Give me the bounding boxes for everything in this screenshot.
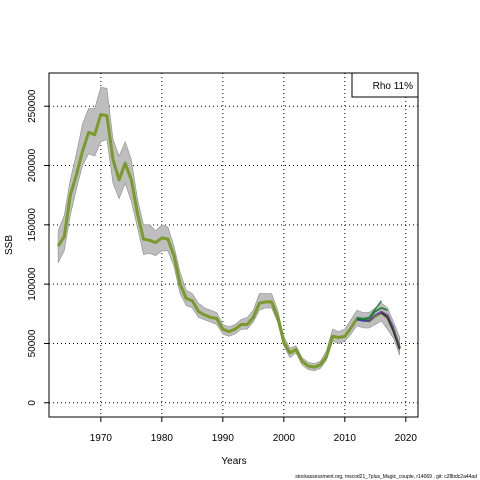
y-tick-label-100000: 100000	[27, 267, 38, 301]
retro-series-line-5	[380, 311, 401, 350]
confidence-band-area	[57, 86, 401, 372]
y-tick-label-250000: 250000	[27, 89, 38, 123]
y-axis-title: SSB	[4, 235, 15, 255]
x-tick-label-2020: 2020	[395, 433, 418, 444]
legend: Rho 11%	[351, 72, 419, 98]
y-axis: 0 50000 100000 150000 200000 250000	[27, 89, 49, 406]
x-axis-title: Years	[221, 456, 246, 467]
x-tick-label-2000: 2000	[273, 433, 296, 444]
series-lines	[56, 113, 402, 369]
x-tick-label-2010: 2010	[334, 433, 357, 444]
x-tick-label-1990: 1990	[212, 433, 235, 444]
confidence-band	[57, 86, 401, 372]
y-tick-label-0: 0	[27, 400, 38, 406]
legend-label: Rho 11%	[373, 81, 414, 92]
x-axis: 1970 1980 1990 2000 2010 2020	[90, 417, 418, 444]
y-tick-label-50000: 50000	[27, 329, 38, 357]
plot-frame	[48, 72, 419, 418]
footer-note: stockassessment.org, mscod21_7plus_Magic…	[295, 474, 477, 480]
x-tick-label-1970: 1970	[90, 433, 113, 444]
x-tick-label-1980: 1980	[151, 433, 174, 444]
main-series-line	[56, 113, 402, 369]
y-tick-label-150000: 150000	[27, 208, 38, 242]
legend-box	[351, 72, 419, 98]
retro-series-line-2	[356, 307, 388, 321]
y-tick-label-200000: 200000	[27, 148, 38, 182]
